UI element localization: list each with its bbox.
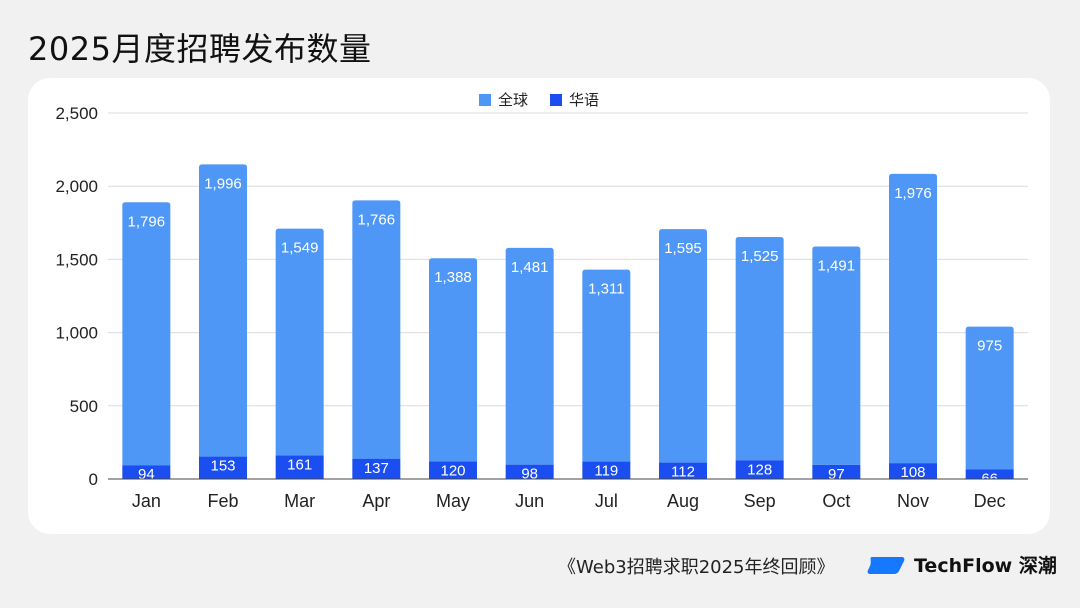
bar-chinese [429,461,477,479]
data-label-chinese: 137 [364,460,389,477]
data-label-global: 1,595 [664,240,702,257]
page-title: 2025月度招聘发布数量 [28,30,372,68]
data-labels: 1,796 94 1,996 153 1,549 161 1,766 137 1,388 120 1… [128,175,1003,487]
y-tick-label: 2,000 [55,177,98,196]
data-label-global: 1,766 [358,211,396,228]
data-label-chinese: 153 [210,458,235,475]
x-tick-label: Apr [362,491,390,511]
bar-global [659,229,707,463]
data-label-global: 1,976 [894,185,932,202]
data-label-global: 1,491 [818,258,856,275]
chart-card: 1,796 94 1,996 153 1,549 161 1,766 137 1,388 120 1… [28,78,1050,534]
data-label-chinese: 119 [594,463,618,480]
stacked-bar-chart: 1,796 94 1,996 153 1,549 161 1,766 137 1,388 120 1… [55,91,1028,511]
bar-global [122,202,171,466]
bar-global [275,228,324,456]
data-label-global: 1,311 [588,281,624,298]
brand-name: TechFlow 深潮 [914,555,1057,577]
bar-chinese [582,461,631,479]
bar-chinese [735,460,784,479]
data-label-chinese: 112 [671,464,695,481]
data-label-global: 1,996 [204,175,242,192]
data-label-chinese: 161 [287,456,312,473]
data-label-chinese: 108 [900,464,925,481]
bar-global [889,173,937,464]
axes: 0 500 1,000 1,500 2,000 2,500 Jan Feb Mar Apr May J… [55,104,1028,511]
data-label-chinese: 97 [828,466,845,483]
data-label-global: 1,481 [511,259,549,276]
x-tick-label: Oct [822,491,850,511]
x-tick-label: Aug [667,491,699,511]
x-tick-label: Jun [515,491,544,511]
y-tick-label: 1,500 [55,250,98,269]
bar-global [582,269,631,462]
x-tick-label: Feb [207,491,238,511]
data-label-chinese: 94 [138,466,155,483]
bar-chinese [889,463,937,479]
legend-label-global: 全球 [498,91,528,109]
data-label-chinese: 128 [747,461,772,478]
legend: 全球 华语 [479,91,599,109]
bar-chinese [505,464,554,479]
x-tick-label: Nov [897,491,929,511]
x-tick-label: Dec [974,491,1006,511]
bar-global [965,326,1014,470]
data-label-global: 975 [977,338,1002,355]
bar-global [735,237,784,461]
bar-global [199,164,247,457]
x-tick-label: Jul [595,491,618,511]
bar-chinese [122,465,171,479]
brand: TechFlow 深潮 [866,551,1057,578]
source-citation: 《Web3招聘求职2025年终回顾》 [558,557,835,578]
bar-chinese [352,458,401,479]
y-tick-label: 1,000 [55,324,98,343]
bar-chinese [275,455,324,479]
legend-swatch-global [479,94,491,106]
x-tick-label: Mar [284,491,315,511]
legend-label-chinese: 华语 [569,91,599,109]
bar-global [812,246,861,465]
bar-chinese [659,462,707,479]
bar-chinese [965,469,1014,479]
data-label-global: 1,549 [281,240,319,257]
data-label-chinese: 98 [521,466,538,483]
bar-global [429,258,477,462]
y-tick-label: 2,500 [55,104,98,123]
x-tick-label: Jan [132,491,161,511]
bar-chinese [812,464,861,479]
bar-global [352,200,401,459]
y-tick-label: 0 [89,470,98,489]
techflow-logo-icon [867,556,905,574]
x-tick-label: May [436,491,470,511]
bars [122,164,1014,479]
x-tick-label: Sep [744,491,776,511]
y-tick-label: 500 [70,397,98,416]
data-label-global: 1,388 [434,269,472,286]
data-label-chinese: 120 [440,462,465,479]
legend-swatch-chinese [550,94,562,106]
bar-chinese [199,456,247,479]
bar-global [505,247,554,465]
data-label-global: 1,796 [128,213,166,230]
data-label-global: 1,525 [741,248,779,265]
